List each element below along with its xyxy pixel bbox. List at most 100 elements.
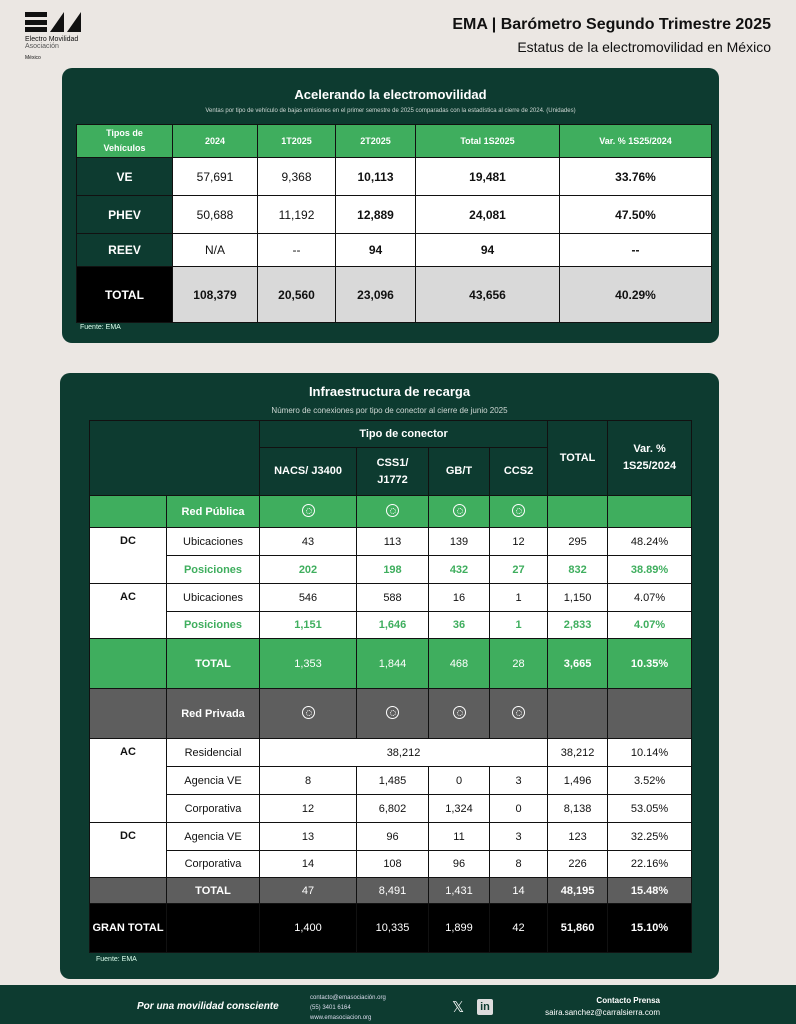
row-var: 4.07%	[607, 611, 693, 639]
row-var: 48.24%	[607, 527, 693, 556]
value-cell: 11	[428, 822, 490, 851]
value-cell: 10,113	[335, 157, 416, 196]
column-header: 2024	[172, 124, 258, 158]
column-header: Var. % 1S25/2024	[559, 124, 712, 158]
value-cell: 12	[488, 527, 549, 556]
value-cell: N/A	[172, 233, 258, 267]
row-var: 10.14%	[607, 738, 693, 767]
public-network-label: Red Pública	[166, 495, 260, 528]
nacs-icon	[301, 705, 315, 719]
connector-header: GB/T	[428, 447, 490, 496]
total-value: 14	[488, 877, 549, 904]
connector-header: CSS1/ J1772	[356, 447, 429, 496]
value-cell: 3	[488, 766, 549, 795]
header-row: Tipo de conector TOTAL Var. % 1S25/2024	[89, 420, 693, 496]
connector-group-header: Tipo de conector	[258, 420, 549, 448]
connector-header: CCS2	[488, 447, 549, 496]
sales-table: Tipos de Vehículos 2024 1T2025 2T2025 Total …	[76, 124, 712, 323]
total-cell: 43,656	[415, 266, 560, 323]
linkedin-icon[interactable]: in	[477, 999, 493, 1015]
x-icon[interactable]: 𝕏	[452, 999, 465, 1016]
ema-logo-mark	[25, 12, 81, 32]
total-value: 42	[488, 903, 549, 953]
infra-table: Tipo de conector TOTAL Var. % 1S25/2024 NAC…	[89, 420, 693, 953]
sales-title: Acelerando la electromovilidad	[294, 87, 487, 102]
blank	[89, 688, 167, 739]
row-total: 295	[547, 527, 609, 556]
sales-card: Acelerando la electromovilidad Ventas po…	[62, 68, 719, 343]
current-type-group: DC	[89, 527, 167, 584]
value-cell: 8	[488, 850, 549, 878]
connector-icon-cell	[259, 495, 357, 528]
row-label: Posiciones	[166, 611, 260, 639]
row-var: 4.07%	[607, 583, 693, 612]
value-cell: 96	[428, 850, 490, 878]
value-cell: 38,212	[258, 738, 549, 767]
current-type-group: AC	[89, 738, 167, 823]
infra-title: Infraestructura de recarga	[308, 384, 471, 399]
value-cell: 139	[428, 527, 490, 556]
row-label: Corporativa	[166, 850, 260, 878]
value-cell: 43	[259, 527, 357, 556]
blank	[547, 495, 609, 528]
value-cell: 1,646	[356, 611, 429, 639]
row-total: 1,496	[547, 766, 609, 795]
row-total: 8,138	[547, 794, 609, 823]
value-cell: 57,691	[172, 157, 258, 196]
table-row: Agencia VE 8 1,485 0 3 1,496 3.52%	[90, 766, 693, 795]
connector-icon-cell	[488, 495, 549, 528]
row-total: 832	[547, 555, 609, 584]
total-value: 8,491	[356, 877, 429, 904]
blank	[89, 877, 167, 904]
row-label: Agencia VE	[166, 822, 260, 851]
infra-source: Fuente: EMA	[96, 956, 137, 963]
current-type-group: DC	[89, 822, 167, 878]
contact-phone: (55) 3401 6164	[310, 1005, 351, 1011]
total-value: 1,844	[356, 638, 429, 689]
table-row: VE 57,691 9,368 10,113 19,481 33.76%	[76, 157, 712, 196]
total-value: 47	[259, 877, 357, 904]
total-row: TOTAL 1,353 1,844 468 28 3,665 10.35%	[89, 638, 693, 689]
infra-subtitle: Número de conexiones por tipo de conecto…	[271, 406, 508, 415]
value-cell: 6,802	[356, 794, 429, 823]
header-row: Tipos de Vehículos 2024 1T2025 2T2025 Total …	[76, 124, 712, 158]
press-email[interactable]: saira.sanchez@carralsierra.com	[545, 1008, 660, 1017]
row-var: 38.89%	[607, 555, 693, 584]
table-row: REEV N/A -- 94 94 --	[76, 233, 712, 267]
press-title: Contacto Prensa	[596, 996, 660, 1005]
value-cell: 3	[488, 822, 549, 851]
total-label: TOTAL	[166, 877, 260, 904]
j1772-icon	[386, 503, 399, 517]
value-cell: 0	[428, 766, 490, 795]
total-value: 468	[428, 638, 490, 689]
value-cell: 16	[428, 583, 490, 612]
value-cell: 27	[488, 555, 549, 584]
value-cell: --	[559, 233, 712, 267]
total-cell: 23,096	[335, 266, 416, 323]
contact-web[interactable]: www.emasociacion.org	[310, 1015, 372, 1021]
total-label: GRAN TOTAL	[89, 903, 167, 953]
column-header: Total 1S2025	[415, 124, 560, 158]
ccs2-icon	[512, 705, 526, 719]
grand-total-value: 48,195	[547, 877, 609, 904]
total-value: 1,353	[259, 638, 357, 689]
j1772-icon	[386, 705, 399, 719]
connector-icon-cell	[356, 688, 429, 739]
table-row: AC Residencial 38,212 38,212 10.14%	[89, 738, 693, 823]
page-subtitle: Estatus de la electromovilidad en México	[517, 39, 771, 55]
gbt-icon	[452, 503, 466, 517]
total-header: TOTAL	[547, 420, 609, 496]
table-row: AC Ubicaciones 546 588 16 1 1,150 4.07%	[89, 583, 693, 639]
row-label: Ubicaciones	[166, 583, 260, 612]
contact-email[interactable]: contacto@emasociación.org	[310, 995, 386, 1001]
row-total: 123	[547, 822, 609, 851]
blank	[89, 495, 167, 528]
column-header: Tipos de Vehículos	[76, 124, 173, 158]
gbt-icon	[452, 705, 466, 719]
var-header: Var. % 1S25/2024	[607, 420, 693, 496]
vehicle-type: VE	[76, 157, 173, 196]
ccs2-icon	[512, 503, 526, 517]
total-cell: 108,379	[172, 266, 258, 323]
row-total: 2,833	[547, 611, 609, 639]
infra-card: Infraestructura de recarga Número de con…	[60, 373, 719, 979]
